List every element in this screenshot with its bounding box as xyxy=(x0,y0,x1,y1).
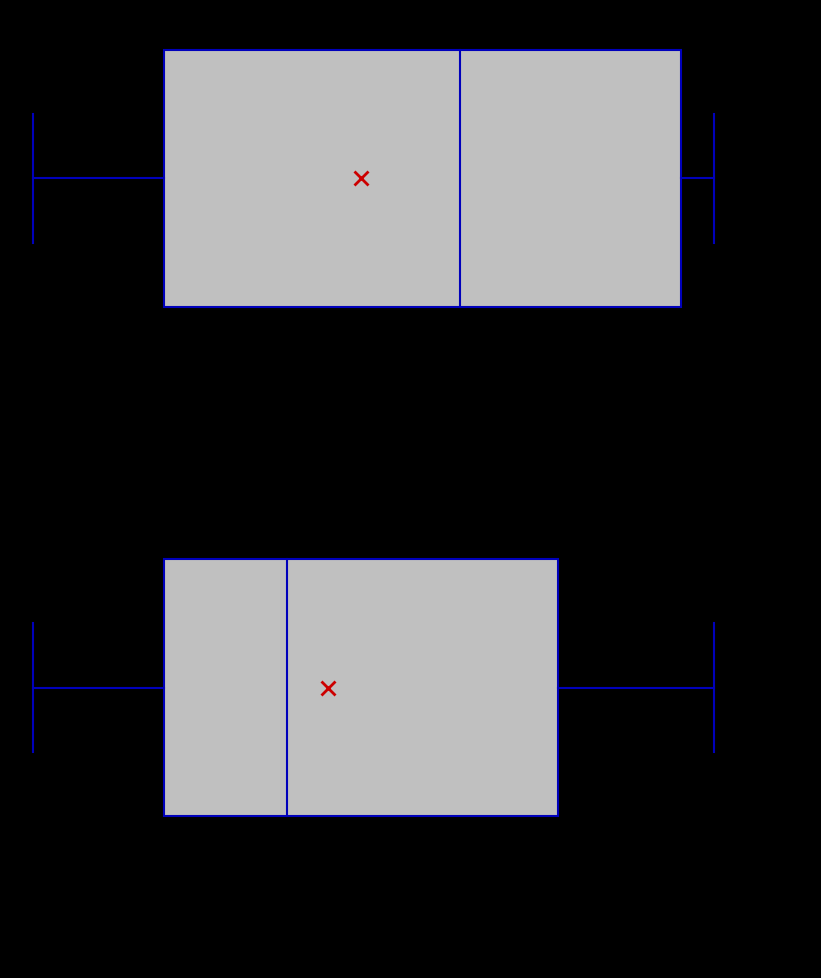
Bar xyxy=(164,559,558,816)
Bar xyxy=(164,51,681,307)
